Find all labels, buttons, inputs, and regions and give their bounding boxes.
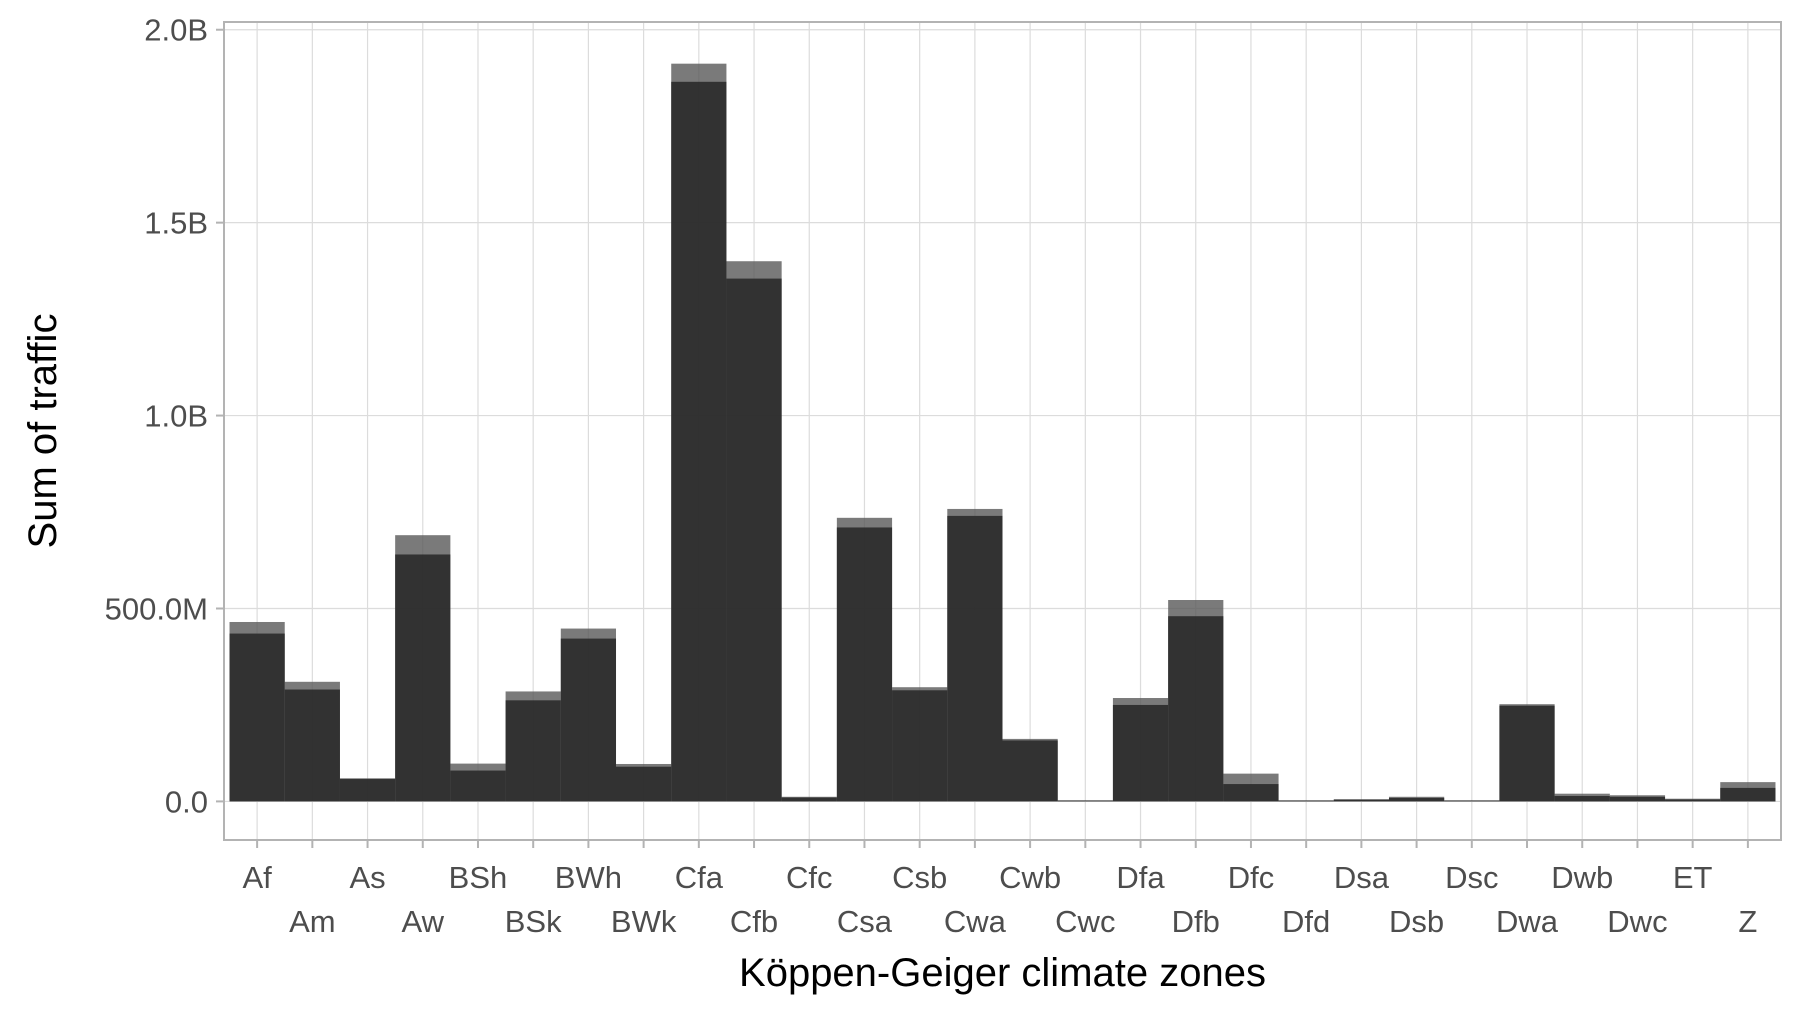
- bar-et: [1665, 799, 1721, 802]
- bar-dsc: [1444, 800, 1500, 802]
- x-tick-label-aw: Aw: [402, 904, 445, 939]
- x-tick-label-dfb: Dfb: [1172, 904, 1220, 939]
- bar-am: [284, 689, 340, 802]
- x-tick-label-z: Z: [1738, 904, 1757, 939]
- y-tick-label: 0.0: [165, 784, 208, 819]
- x-tick-label-bwh: BWh: [555, 860, 622, 895]
- bar-dfc: [1223, 784, 1279, 802]
- x-tick-label-dfd: Dfd: [1282, 904, 1330, 939]
- bar-dwb: [1554, 796, 1610, 802]
- x-tick-label-dsb: Dsb: [1389, 904, 1444, 939]
- y-axis-title: Sum of traffic: [21, 314, 65, 549]
- x-tick-label-dwc: Dwc: [1607, 904, 1667, 939]
- x-tick-label-cwc: Cwc: [1055, 904, 1115, 939]
- bar-dfa: [1112, 704, 1169, 802]
- x-tick-label-dsc: Dsc: [1445, 860, 1498, 895]
- x-tick-label-cfb: Cfb: [730, 904, 778, 939]
- y-tick-label: 1.0B: [144, 399, 208, 434]
- y-tick-label: 2.0B: [144, 13, 208, 48]
- bar-af: [229, 633, 285, 802]
- bar-bsh: [450, 770, 506, 802]
- bar-as: [339, 779, 396, 802]
- x-tick-label-af: Af: [242, 860, 272, 895]
- x-axis-title: Köppen-Geiger climate zones: [739, 951, 1266, 995]
- x-tick-label-cfc: Cfc: [786, 860, 833, 895]
- bar-dfb: [1168, 616, 1224, 802]
- x-tick-label-csa: Csa: [837, 904, 893, 939]
- x-tick-label-bwk: BWk: [611, 904, 677, 939]
- bar-cfb: [726, 278, 782, 802]
- y-tick-label: 500.0M: [105, 591, 208, 626]
- x-tick-label-bsk: BSk: [505, 904, 562, 939]
- bar-aw: [395, 554, 451, 802]
- bar-dsb: [1388, 797, 1445, 802]
- bar-dfd: [1278, 800, 1334, 802]
- bar-z: [1720, 787, 1776, 802]
- x-tick-label-bsh: BSh: [449, 860, 508, 895]
- bar-csa: [836, 527, 893, 802]
- x-tick-label-dwb: Dwb: [1551, 860, 1613, 895]
- x-tick-label-dfa: Dfa: [1116, 860, 1165, 895]
- x-tick-label-csb: Csb: [892, 860, 947, 895]
- axis-ticks: [216, 28, 1749, 848]
- bars-front-series: [229, 81, 1776, 802]
- bar-dsa: [1333, 799, 1389, 802]
- x-tick-label-as: As: [349, 860, 385, 895]
- x-tick-label-dsa: Dsa: [1334, 860, 1390, 895]
- bar-cwa: [947, 515, 1003, 802]
- x-tick-label-et: ET: [1673, 860, 1713, 895]
- bar-cfa: [671, 81, 727, 802]
- bar-bsk: [505, 700, 561, 802]
- y-axis-tick-labels: 0.0 500.0M 1.0B 1.5B 2.0B: [105, 13, 208, 820]
- x-tick-label-cwa: Cwa: [944, 904, 1007, 939]
- bar-bwh: [560, 638, 617, 802]
- bar-csb: [892, 690, 948, 802]
- bar-dwc: [1609, 796, 1666, 802]
- bar-dwa: [1499, 705, 1555, 802]
- bar-bwk: [616, 766, 672, 802]
- bar-cwc: [1057, 800, 1113, 802]
- x-tick-label-cwb: Cwb: [999, 860, 1061, 895]
- y-tick-label: 1.5B: [144, 206, 208, 241]
- x-tick-label-dwa: Dwa: [1496, 904, 1559, 939]
- plot-panel-border: [223, 21, 1782, 841]
- x-tick-label-dfc: Dfc: [1228, 860, 1275, 895]
- bar-cfc: [781, 797, 837, 802]
- x-tick-label-cfa: Cfa: [675, 860, 724, 895]
- bar-cwb: [1002, 740, 1058, 802]
- x-tick-label-am: Am: [289, 904, 336, 939]
